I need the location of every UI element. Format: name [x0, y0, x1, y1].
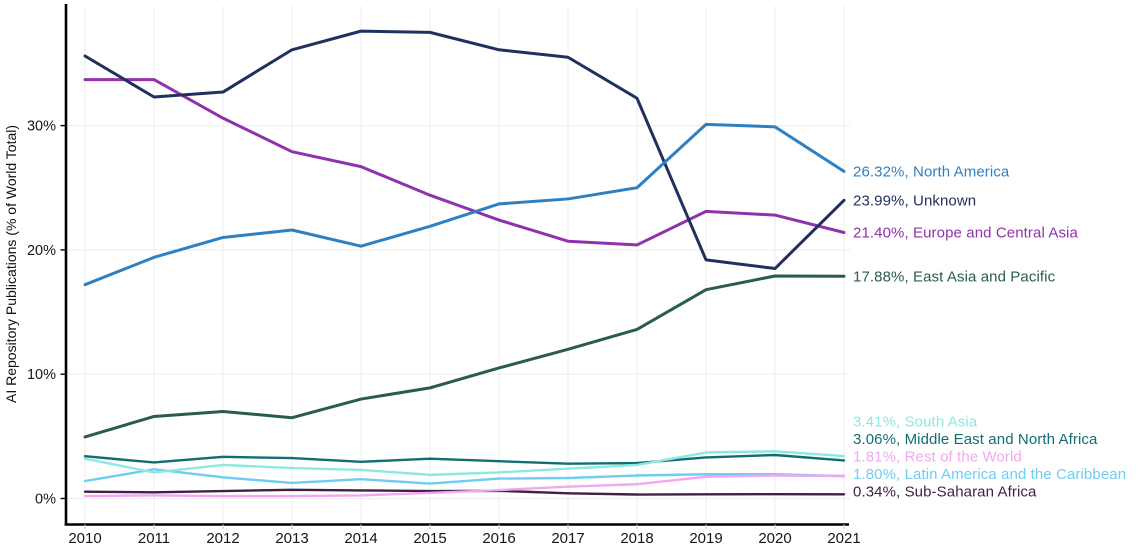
series-label-north-america: 26.32%, North America [853, 163, 1010, 180]
series-line-latin-america-and-the-caribbean [83, 468, 846, 485]
series-line-rest-of-the-world [83, 474, 846, 498]
y-tick-label-10: 10% [27, 367, 56, 383]
x-tick-label-2017: 2017 [551, 530, 584, 547]
series-line-north-america [83, 122, 846, 287]
series-line-unknown [83, 29, 846, 271]
x-tick-label-2012: 2012 [206, 530, 239, 547]
x-tick-label-2015: 2015 [413, 530, 446, 547]
x-tick-label-2014: 2014 [344, 530, 377, 547]
x-tick-label-2011: 2011 [138, 530, 170, 547]
series-label-east-asia-and-pacific: 17.88%, East Asia and Pacific [853, 268, 1056, 285]
x-tick-label-2013: 2013 [275, 530, 308, 547]
series-label-latin-america-and-the-caribbean: 1.80%, Latin America and the Caribbean [853, 466, 1126, 483]
series-lines [83, 29, 846, 498]
x-tick-label-2018: 2018 [620, 530, 653, 547]
series-line-east-asia-and-pacific [83, 274, 846, 439]
series-line-europe-and-central-asia [83, 78, 846, 247]
series-line-south-asia [83, 450, 846, 477]
series-label-unknown: 23.99%, Unknown [853, 192, 976, 209]
x-tick-label-2020: 2020 [758, 530, 791, 547]
series-label-sub-saharan-africa: 0.34%, Sub-Saharan Africa [853, 484, 1037, 501]
y-axis-title: AI Repository Publications (% of World T… [3, 125, 19, 403]
series-label-rest-of-the-world: 1.81%, Rest of the World [853, 449, 1022, 466]
y-tick-label-30: 30% [27, 119, 56, 135]
series-label-south-asia: 3.41%, South Asia [853, 414, 978, 431]
x-tick-label-2021: 2021 [827, 530, 860, 547]
x-tick-label-2016: 2016 [482, 530, 515, 547]
x-tick-label-2010: 2010 [68, 530, 101, 547]
x-tick-label-2019: 2019 [689, 530, 722, 547]
y-tick-label-0: 0% [35, 492, 56, 508]
axes [60, 4, 849, 529]
y-tick-label-20: 20% [27, 243, 56, 259]
series-line-middle-east-and-north-africa [83, 453, 846, 465]
series-label-middle-east-and-north-africa: 3.06%, Middle East and North Africa [853, 431, 1098, 448]
tick-labels: 0% 10% 20% 30% 2010 2011 2012 2013 2014 2015 2016 2… [27, 119, 861, 547]
series-label-europe-and-central-asia: 21.40%, Europe and Central Asia [853, 224, 1078, 241]
gridlines [67, 6, 850, 524]
